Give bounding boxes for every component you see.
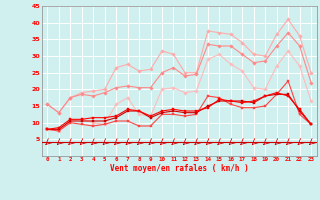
X-axis label: Vent moyen/en rafales ( km/h ): Vent moyen/en rafales ( km/h ) (110, 164, 249, 173)
